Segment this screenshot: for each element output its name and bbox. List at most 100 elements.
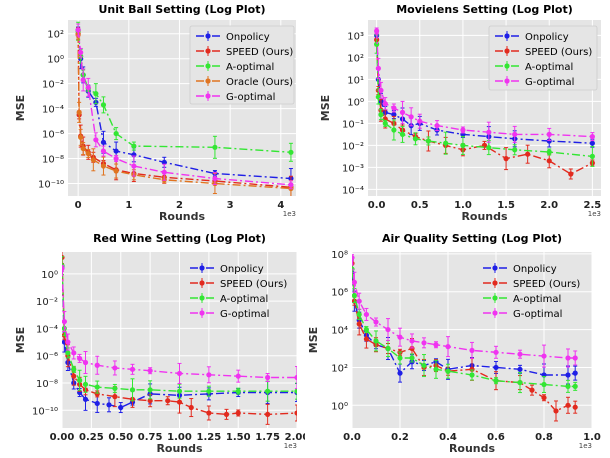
y-tick-label: 10⁻⁶ bbox=[36, 352, 58, 363]
data-point-a-optimal bbox=[65, 350, 71, 356]
data-point-onpolicy bbox=[546, 138, 552, 144]
legend-label-speed: SPEED (Ours) bbox=[525, 47, 592, 58]
data-point-a-optimal bbox=[131, 143, 137, 149]
legend-marker-g-optimal bbox=[492, 310, 498, 316]
data-point-g-optimal bbox=[434, 123, 440, 129]
data-point-a-optimal bbox=[589, 153, 595, 159]
legend: Onpolicy SPEED (Ours) A-optimal G-optimal bbox=[483, 263, 580, 320]
data-point-a-optimal bbox=[113, 130, 119, 137]
y-tick-label: 10² bbox=[331, 363, 348, 374]
data-point-speed bbox=[165, 398, 171, 404]
data-point-onpolicy bbox=[572, 370, 578, 376]
data-point-g-optimal bbox=[65, 339, 71, 345]
data-point-a-optimal bbox=[378, 112, 384, 118]
legend-label-speed: SPEED (Ours) bbox=[226, 47, 293, 58]
data-point-speed bbox=[568, 171, 574, 177]
x-tick-label: 0.8 bbox=[535, 432, 553, 443]
x-scale-note: 1e3 bbox=[588, 210, 601, 218]
data-point-g-optimal bbox=[129, 366, 136, 372]
data-point-a-optimal bbox=[212, 144, 218, 150]
data-point-a-optimal bbox=[352, 266, 355, 272]
data-point-a-optimal bbox=[176, 388, 183, 394]
y-tick-label: 10⁻⁸ bbox=[42, 155, 64, 166]
panel-unit-ball: Unit Ball Setting (Log Plot) 0 1 2 3 4 10² 10⁰ 1… bbox=[0, 0, 305, 229]
data-point-a-optimal bbox=[541, 381, 547, 388]
data-point-a-optimal bbox=[288, 149, 294, 155]
legend-marker-speed bbox=[205, 48, 211, 54]
x-tick-label: 1.50 bbox=[226, 432, 251, 443]
data-point-onpolicy bbox=[106, 402, 112, 408]
legend-marker-speed bbox=[199, 280, 205, 286]
data-point-speed bbox=[409, 345, 415, 352]
data-point-onpolicy bbox=[391, 112, 397, 118]
data-point-g-optimal bbox=[374, 28, 380, 34]
data-point-speed bbox=[541, 395, 547, 401]
data-point-onpolicy bbox=[589, 140, 595, 146]
data-point-g-optimal bbox=[80, 77, 86, 83]
x-tick-label: 0.5 bbox=[411, 200, 429, 211]
data-point-g-optimal bbox=[113, 155, 119, 162]
data-point-g-optimal bbox=[445, 344, 451, 350]
chart-air-quality: Air Quality Setting (Log Plot) 0.0 0.2 0.4 0… bbox=[307, 232, 601, 455]
data-point-g-optimal bbox=[112, 365, 118, 371]
data-point-onpolicy bbox=[118, 404, 124, 411]
y-axis-label: MSE bbox=[14, 95, 27, 121]
x-axis-label: Rounds bbox=[461, 210, 508, 223]
data-point-g-optimal bbox=[85, 84, 91, 91]
data-point-oracle bbox=[100, 163, 107, 169]
legend: Onpolicy SPEED (Ours) A-optimal G-optimal bbox=[190, 263, 287, 320]
y-tick-label: 10⁻¹⁰ bbox=[38, 180, 64, 191]
data-point-speed bbox=[176, 399, 183, 405]
x-tick-label: 1.5 bbox=[497, 200, 515, 211]
data-point-a-optimal bbox=[397, 355, 403, 361]
data-point-a-optimal bbox=[352, 292, 357, 299]
data-point-a-optimal bbox=[469, 372, 475, 378]
data-point-g-optimal bbox=[82, 359, 89, 366]
x-tick-label: 0.75 bbox=[138, 432, 163, 443]
chart-title: Red Wine Setting (Log Plot) bbox=[93, 232, 266, 245]
data-point-a-optimal bbox=[546, 149, 552, 155]
data-point-g-optimal bbox=[265, 374, 271, 381]
data-point-g-optimal bbox=[417, 118, 423, 124]
legend-marker-g-optimal bbox=[199, 310, 205, 316]
legend-marker-a-optimal bbox=[205, 63, 211, 69]
data-point-speed bbox=[529, 387, 535, 393]
data-point-g-optimal bbox=[373, 319, 379, 325]
chart-title: Unit Ball Setting (Log Plot) bbox=[99, 3, 266, 16]
data-point-g-optimal bbox=[71, 350, 77, 356]
x-tick-label: 0.4 bbox=[439, 432, 457, 443]
data-point-speed bbox=[112, 394, 118, 400]
x-tick-label: 2.0 bbox=[540, 200, 558, 211]
data-point-speed bbox=[469, 366, 475, 372]
y-tick-label: 10⁻⁶ bbox=[42, 130, 64, 141]
legend-marker-onpolicy bbox=[205, 33, 211, 39]
y-axis-label: MSE bbox=[14, 327, 27, 353]
x-tick-label: 1.0 bbox=[583, 432, 601, 443]
data-point-g-optimal bbox=[75, 27, 81, 33]
x-tick-label: 0.50 bbox=[108, 432, 133, 443]
x-tick-label: 2.5 bbox=[584, 200, 602, 211]
data-point-g-optimal bbox=[294, 374, 297, 381]
data-point-oracle bbox=[78, 134, 84, 140]
x-scale-note: 1e3 bbox=[283, 210, 296, 218]
data-point-speed bbox=[525, 151, 531, 157]
legend-label-onpolicy: Onpolicy bbox=[220, 264, 264, 275]
series-line-a-optimal bbox=[62, 265, 297, 392]
data-point-g-optimal bbox=[512, 131, 518, 137]
data-point-g-optimal bbox=[93, 137, 99, 143]
legend-marker-oracle bbox=[205, 78, 211, 84]
legend-marker-onpolicy bbox=[199, 265, 205, 271]
chart-red-wine: Red Wine Setting (Log Plot) 0.00 0.25 0.50 0… bbox=[14, 232, 305, 455]
data-point-a-optimal bbox=[206, 388, 212, 394]
chart-title: Air Quality Setting (Log Plot) bbox=[382, 232, 562, 245]
data-point-a-optimal bbox=[399, 131, 406, 137]
data-point-g-optimal bbox=[356, 298, 362, 304]
y-tick-label: 10⁻⁴ bbox=[42, 105, 64, 116]
data-point-a-optimal bbox=[373, 338, 379, 344]
data-point-g-optimal bbox=[131, 163, 137, 169]
legend-label-onpolicy: Onpolicy bbox=[226, 32, 270, 43]
data-point-a-optimal bbox=[565, 383, 571, 389]
chart-unit-ball: Unit Ball Setting (Log Plot) 0 1 2 3 4 10² 10⁰ 1… bbox=[14, 3, 296, 223]
data-point-g-optimal bbox=[399, 109, 406, 115]
